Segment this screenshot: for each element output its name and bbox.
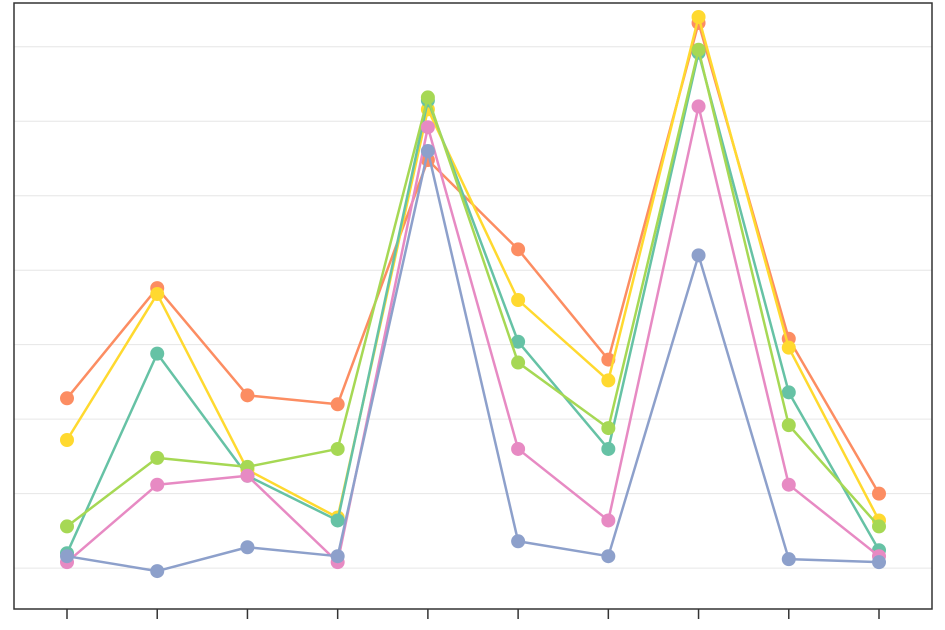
- series-line: [65, 51, 881, 554]
- series-line: [66, 48, 880, 528]
- data-point: [150, 287, 165, 302]
- data-point: [60, 519, 74, 534]
- data-point: [420, 120, 435, 135]
- data-point: [330, 549, 345, 564]
- series-line: [66, 149, 880, 573]
- series-line: [66, 21, 881, 495]
- data-point: [150, 477, 165, 492]
- series-line: [66, 105, 880, 564]
- series-line: [65, 15, 881, 522]
- series-1: [60, 15, 886, 501]
- data-point: [150, 450, 165, 465]
- data-point: [781, 477, 796, 492]
- data-point: [511, 441, 526, 456]
- grid-lines: [14, 46, 932, 569]
- data-point: [330, 397, 345, 412]
- series-6: [60, 144, 886, 579]
- data-point: [601, 421, 616, 436]
- data-point: [150, 564, 165, 579]
- data-point: [781, 418, 796, 433]
- data-point: [511, 355, 526, 370]
- data-point: [60, 549, 74, 564]
- data-point: [781, 340, 796, 355]
- data-point: [240, 540, 255, 555]
- data-point: [240, 468, 255, 483]
- data-point: [601, 441, 616, 456]
- plot-frame: [13, 2, 933, 610]
- data-point: [511, 293, 526, 307]
- series-5: [60, 99, 886, 570]
- data-point: [511, 334, 526, 349]
- data-point: [601, 373, 616, 388]
- series-group: [60, 10, 886, 579]
- data-point: [601, 549, 616, 564]
- data-point: [330, 513, 345, 528]
- data-point: [691, 10, 706, 24]
- data-point: [511, 242, 526, 257]
- data-point: [511, 534, 526, 549]
- data-point: [330, 441, 345, 456]
- series-4: [60, 42, 886, 534]
- data-point: [60, 391, 74, 406]
- series-2: [60, 10, 886, 528]
- data-point: [601, 513, 616, 528]
- data-point: [60, 433, 74, 448]
- data-point: [691, 42, 706, 57]
- data-point: [691, 99, 706, 114]
- x-axis: [66, 609, 880, 619]
- data-point: [872, 486, 886, 501]
- data-point: [150, 346, 165, 361]
- data-point: [691, 248, 706, 263]
- data-point: [420, 90, 435, 105]
- data-point: [781, 552, 796, 567]
- data-point: [781, 385, 796, 400]
- data-point: [240, 388, 255, 403]
- data-point: [872, 519, 886, 534]
- data-point: [420, 144, 435, 159]
- data-point: [872, 555, 886, 570]
